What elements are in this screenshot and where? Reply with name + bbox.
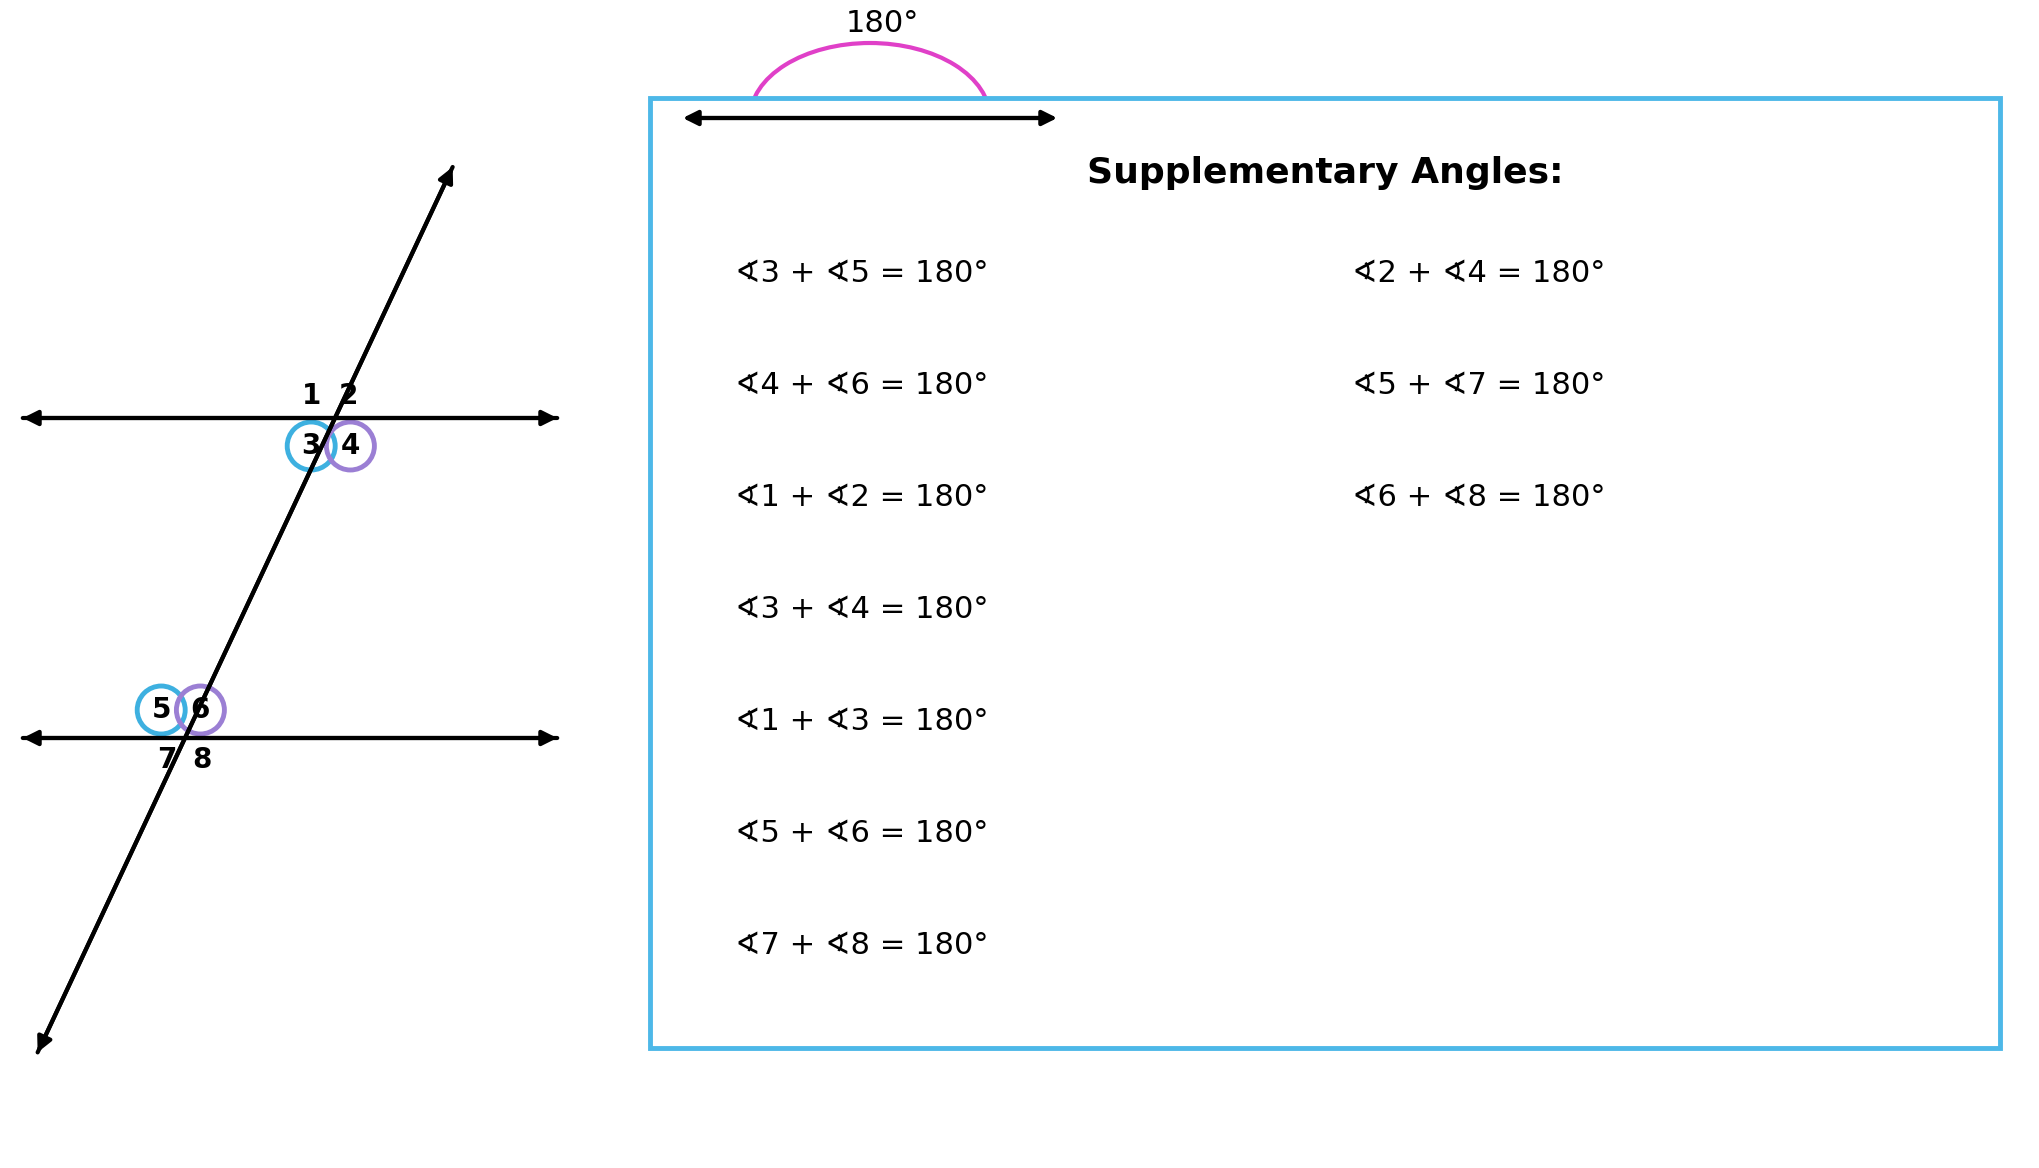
Text: ∢1 + ∢2 = 180°: ∢1 + ∢2 = 180° bbox=[734, 482, 987, 512]
Text: ∢2 + ∢4 = 180°: ∢2 + ∢4 = 180° bbox=[1352, 258, 1605, 287]
Text: ∢7 + ∢8 = 180°: ∢7 + ∢8 = 180° bbox=[734, 931, 989, 959]
Text: 5: 5 bbox=[151, 696, 171, 724]
Text: 8: 8 bbox=[192, 746, 212, 774]
Text: 180°: 180° bbox=[844, 9, 918, 39]
FancyBboxPatch shape bbox=[650, 98, 1998, 1048]
Text: ∢5 + ∢7 = 180°: ∢5 + ∢7 = 180° bbox=[1352, 370, 1605, 399]
Text: ∢3 + ∢5 = 180°: ∢3 + ∢5 = 180° bbox=[734, 258, 989, 287]
Text: 1: 1 bbox=[302, 382, 320, 410]
Text: ∢3 + ∢4 = 180°: ∢3 + ∢4 = 180° bbox=[734, 595, 989, 624]
Text: ∢1 + ∢3 = 180°: ∢1 + ∢3 = 180° bbox=[734, 707, 989, 736]
Text: ∢4 + ∢6 = 180°: ∢4 + ∢6 = 180° bbox=[734, 370, 987, 399]
Text: 4: 4 bbox=[341, 432, 361, 460]
Text: 2: 2 bbox=[338, 382, 359, 410]
Text: Supplementary Angles:: Supplementary Angles: bbox=[1087, 157, 1562, 190]
Text: ∢6 + ∢8 = 180°: ∢6 + ∢8 = 180° bbox=[1352, 482, 1605, 512]
Text: 6: 6 bbox=[190, 696, 210, 724]
Text: ∢5 + ∢6 = 180°: ∢5 + ∢6 = 180° bbox=[734, 819, 987, 848]
Text: 3: 3 bbox=[302, 432, 320, 460]
Text: 7: 7 bbox=[157, 746, 177, 774]
